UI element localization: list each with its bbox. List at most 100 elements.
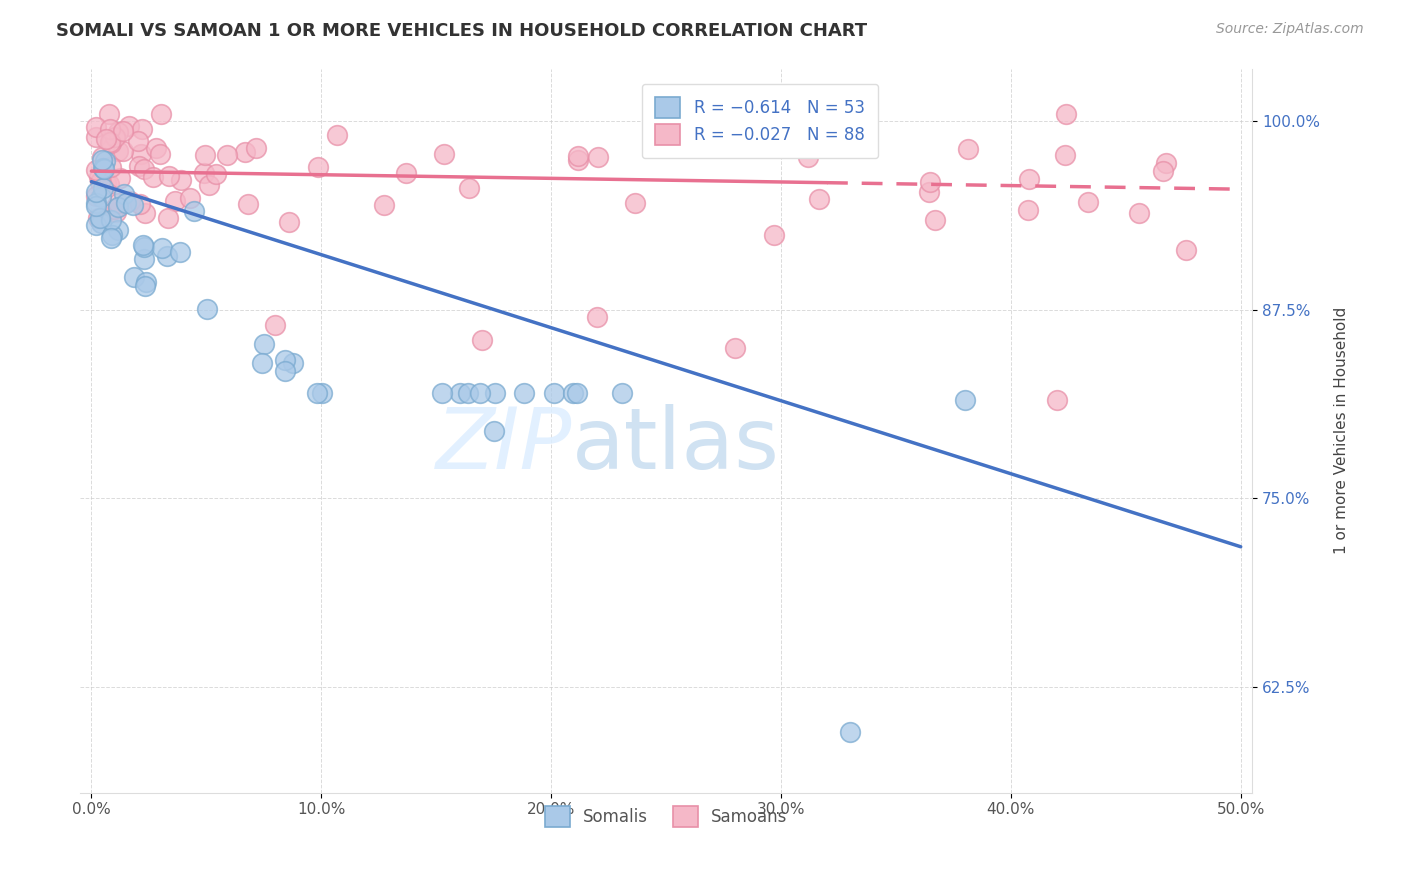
Point xyxy=(90,216,112,230)
Text: atlas: atlas xyxy=(572,403,780,486)
Point xyxy=(543,385,565,400)
Legend: Somalis, Samoans: Somalis, Samoans xyxy=(536,798,796,835)
Point xyxy=(135,275,157,289)
Point xyxy=(132,252,155,266)
Point xyxy=(724,341,747,355)
Point xyxy=(1017,203,1039,218)
Point xyxy=(118,194,141,208)
Point xyxy=(118,120,141,134)
Point xyxy=(108,171,131,186)
Point xyxy=(91,181,114,195)
Point xyxy=(128,196,150,211)
Point xyxy=(100,212,122,227)
Point xyxy=(97,107,120,121)
Point xyxy=(84,218,107,232)
Point xyxy=(170,173,193,187)
Point xyxy=(217,148,239,162)
Point xyxy=(924,213,946,227)
Point xyxy=(183,204,205,219)
Point xyxy=(142,169,165,184)
Point xyxy=(150,241,173,255)
Point xyxy=(252,356,274,370)
Point xyxy=(277,215,299,229)
Point xyxy=(195,302,218,317)
Point xyxy=(169,245,191,260)
Point xyxy=(103,129,125,144)
Point xyxy=(918,185,941,199)
Point xyxy=(457,385,479,400)
Point xyxy=(373,197,395,211)
Point xyxy=(468,385,491,400)
Point xyxy=(264,318,287,332)
Point xyxy=(134,161,156,176)
Point xyxy=(326,128,349,142)
Point xyxy=(565,385,588,400)
Point xyxy=(586,310,609,325)
Point xyxy=(115,195,138,210)
Point xyxy=(84,185,107,199)
Point xyxy=(93,161,115,176)
Point xyxy=(157,211,180,225)
Point xyxy=(471,333,494,347)
Point xyxy=(449,385,471,400)
Point xyxy=(1018,171,1040,186)
Point xyxy=(307,385,329,400)
Point xyxy=(920,175,942,189)
Point xyxy=(89,175,111,189)
Point xyxy=(131,121,153,136)
Point xyxy=(561,385,583,400)
Point xyxy=(179,191,201,205)
Point xyxy=(84,189,107,203)
Point xyxy=(513,385,536,400)
Point xyxy=(84,129,107,144)
Point xyxy=(87,211,110,225)
Point xyxy=(101,228,124,243)
Point xyxy=(122,197,145,211)
Point xyxy=(307,160,329,174)
Point xyxy=(482,424,505,438)
Point xyxy=(128,159,150,173)
Point xyxy=(94,153,117,168)
Point xyxy=(112,124,135,138)
Point xyxy=(1054,107,1077,121)
Point xyxy=(134,279,156,293)
Point xyxy=(957,142,980,156)
Point xyxy=(839,725,862,739)
Point xyxy=(204,167,226,181)
Y-axis label: 1 or more Vehicles in Household: 1 or more Vehicles in Household xyxy=(1334,307,1348,554)
Point xyxy=(458,180,481,194)
Point xyxy=(105,205,128,219)
Point xyxy=(624,196,647,211)
Point xyxy=(953,393,976,408)
Point xyxy=(484,385,506,400)
Point xyxy=(763,228,786,243)
Point xyxy=(107,144,129,158)
Text: SOMALI VS SAMOAN 1 OR MORE VEHICLES IN HOUSEHOLD CORRELATION CHART: SOMALI VS SAMOAN 1 OR MORE VEHICLES IN H… xyxy=(56,22,868,40)
Point xyxy=(1077,195,1099,210)
Point xyxy=(91,161,114,175)
Point xyxy=(89,211,111,225)
Point xyxy=(236,197,259,211)
Point xyxy=(103,202,125,216)
Point xyxy=(90,190,112,204)
Point xyxy=(311,385,333,400)
Point xyxy=(149,147,172,161)
Point xyxy=(433,147,456,161)
Point xyxy=(1128,206,1150,220)
Point xyxy=(567,149,589,163)
Point xyxy=(194,148,217,162)
Text: ZIP: ZIP xyxy=(436,403,572,486)
Point xyxy=(98,178,121,192)
Point xyxy=(253,336,276,351)
Point xyxy=(149,107,172,121)
Point xyxy=(107,125,129,139)
Point xyxy=(107,196,129,211)
Point xyxy=(165,194,187,209)
Point xyxy=(94,177,117,191)
Point xyxy=(395,166,418,180)
Point xyxy=(647,136,669,150)
Point xyxy=(111,144,134,158)
Point xyxy=(84,120,107,135)
Point xyxy=(193,165,215,179)
Point xyxy=(112,187,135,202)
